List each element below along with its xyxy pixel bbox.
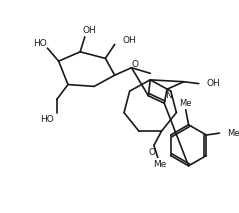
Text: Me: Me (179, 99, 192, 108)
Text: O: O (132, 60, 139, 69)
Text: HO: HO (33, 39, 47, 48)
Text: HO: HO (41, 115, 54, 124)
Text: N: N (166, 91, 172, 100)
Text: Me: Me (227, 129, 239, 138)
Text: OH: OH (83, 26, 96, 35)
Text: OH: OH (206, 79, 220, 88)
Text: OH: OH (122, 36, 136, 45)
Text: O: O (149, 148, 156, 157)
Text: Me: Me (153, 160, 166, 169)
